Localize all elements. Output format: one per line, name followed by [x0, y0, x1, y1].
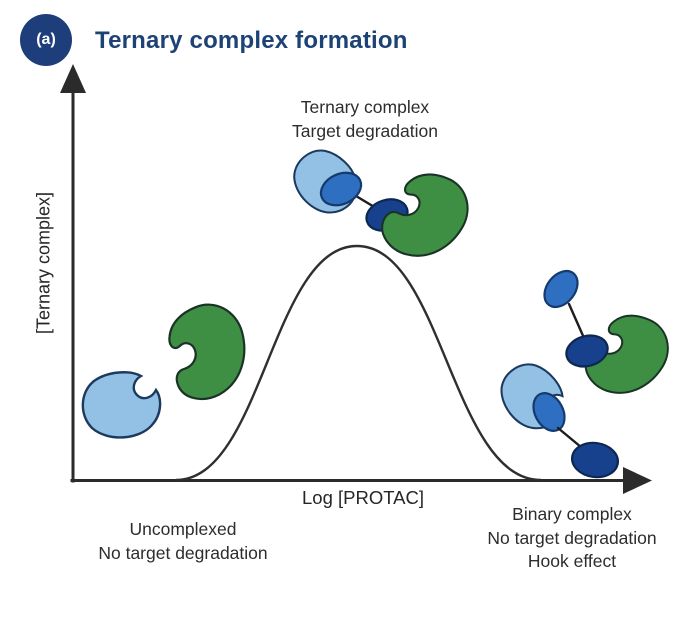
- uncomplexed-group: [81, 303, 246, 439]
- ternary-complex-group: [293, 149, 469, 257]
- x-axis-label: Log [PROTAC]: [301, 487, 425, 508]
- target-protein-shape: [81, 371, 162, 439]
- hook-effect-annotation: Binary complex No target degradation Hoo…: [487, 503, 656, 574]
- x-axis-arrowhead-icon: [623, 467, 652, 494]
- e3-ligase-shape: [168, 303, 246, 401]
- bell-curve: [175, 244, 542, 482]
- binary-complex-group: [500, 269, 669, 479]
- y-axis-arrowhead-icon: [60, 64, 86, 93]
- hook-effect-annotation-line1: Binary complex: [512, 504, 632, 524]
- panel-label-text: (a): [36, 31, 56, 48]
- low-dose-annotation-line2: No target degradation: [98, 542, 268, 563]
- peak-annotation-line2: Target degradation: [292, 120, 438, 141]
- protac-linker: [567, 302, 586, 340]
- free-warhead-ligand: [543, 269, 579, 309]
- docked-e3-ligand: [565, 334, 609, 368]
- e3-ligase-shape: [381, 173, 469, 257]
- hook-effect-annotation-line3: Hook effect: [527, 551, 617, 572]
- protac-warhead-ligand: [319, 171, 363, 207]
- panel-label-badge: (a): [20, 14, 72, 66]
- peak-annotation: Ternary complex Target degradation: [292, 96, 438, 143]
- low-dose-annotation-line1: Uncomplexed: [129, 519, 237, 539]
- figure-title: Ternary complex formation: [95, 27, 408, 54]
- peak-annotation-line1: Ternary complex: [300, 97, 430, 117]
- low-dose-annotation: Uncomplexed No target degradation: [98, 518, 267, 565]
- y-axis-label: [Ternary complex]: [33, 191, 54, 335]
- free-e3-ligand: [571, 441, 619, 479]
- hook-effect-annotation-line2: No target degradation: [487, 527, 657, 548]
